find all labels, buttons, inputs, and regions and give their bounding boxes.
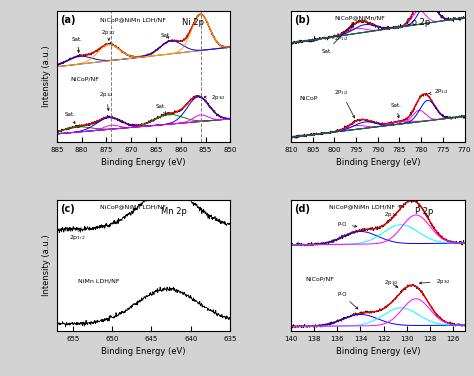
Text: P 2p: P 2p <box>415 207 433 216</box>
Y-axis label: Intensity (a.u.): Intensity (a.u.) <box>42 46 51 107</box>
Text: NiMn LDH/NF: NiMn LDH/NF <box>78 279 119 284</box>
X-axis label: Binding Energy (eV): Binding Energy (eV) <box>336 158 420 167</box>
Text: Sat.: Sat. <box>72 36 82 52</box>
Text: Mn 2p: Mn 2p <box>161 207 187 216</box>
Text: 2p$_{1/2}$: 2p$_{1/2}$ <box>99 91 114 111</box>
Text: (b): (b) <box>294 15 310 25</box>
Text: (d): (d) <box>294 204 310 214</box>
X-axis label: Binding Energy (eV): Binding Energy (eV) <box>101 347 186 356</box>
Text: 2p$_{1/2}$: 2p$_{1/2}$ <box>383 205 401 219</box>
X-axis label: Binding Energy (eV): Binding Energy (eV) <box>336 347 420 356</box>
Text: 2p$_{1/2}$: 2p$_{1/2}$ <box>383 279 398 287</box>
Text: P-O: P-O <box>337 222 357 227</box>
Y-axis label: Intensity (a.u.): Intensity (a.u.) <box>42 235 51 296</box>
Text: NiCoP: NiCoP <box>300 96 318 101</box>
Text: 2P$_{3/2}$: 2P$_{3/2}$ <box>0 375 1 376</box>
Text: Sat.: Sat. <box>64 112 75 123</box>
Text: 2P$_{1/2}$: 2P$_{1/2}$ <box>335 89 355 118</box>
Text: 2p$_{3/2}$: 2p$_{3/2}$ <box>204 94 225 102</box>
Text: NiCoP/NF: NiCoP/NF <box>305 276 334 281</box>
Text: 2p$_{3/2}$: 2p$_{3/2}$ <box>0 375 1 376</box>
Text: P-O: P-O <box>337 292 358 309</box>
Text: NiCoP@NiMn LDH/NF: NiCoP@NiMn LDH/NF <box>100 18 166 23</box>
Text: 2p$_{3/2}$: 2p$_{3/2}$ <box>0 375 1 376</box>
Text: NiCoP@NiMn/NF: NiCoP@NiMn/NF <box>335 15 385 20</box>
Text: (a): (a) <box>60 15 76 25</box>
Text: NiCoP/NF: NiCoP/NF <box>71 76 100 82</box>
Text: Co 2p: Co 2p <box>406 18 430 27</box>
Text: Ni 2p: Ni 2p <box>182 18 204 27</box>
Text: Sat.: Sat. <box>156 104 167 114</box>
Text: 2p$_{1/2}$: 2p$_{1/2}$ <box>69 230 85 242</box>
Text: (c): (c) <box>60 204 75 214</box>
Text: 2p$_{1/2}$: 2p$_{1/2}$ <box>101 29 116 40</box>
Text: NiCoP@NiMn LDH/NF: NiCoP@NiMn LDH/NF <box>329 204 395 209</box>
Text: Sat.: Sat. <box>391 103 401 118</box>
Text: 2P$_{1/2}$: 2P$_{1/2}$ <box>335 26 354 43</box>
Text: 2P$_{3/2}$: 2P$_{3/2}$ <box>428 88 449 96</box>
Text: 2p$_{3/2}$: 2p$_{3/2}$ <box>419 278 450 286</box>
Text: 2p$_{3/2}$: 2p$_{3/2}$ <box>0 375 1 376</box>
Text: Sat.: Sat. <box>161 33 172 38</box>
Text: NiCoP@NiMn LDH/NF: NiCoP@NiMn LDH/NF <box>100 204 166 209</box>
X-axis label: Binding Energy (eV): Binding Energy (eV) <box>101 158 186 167</box>
Text: Sat.: Sat. <box>321 22 354 54</box>
